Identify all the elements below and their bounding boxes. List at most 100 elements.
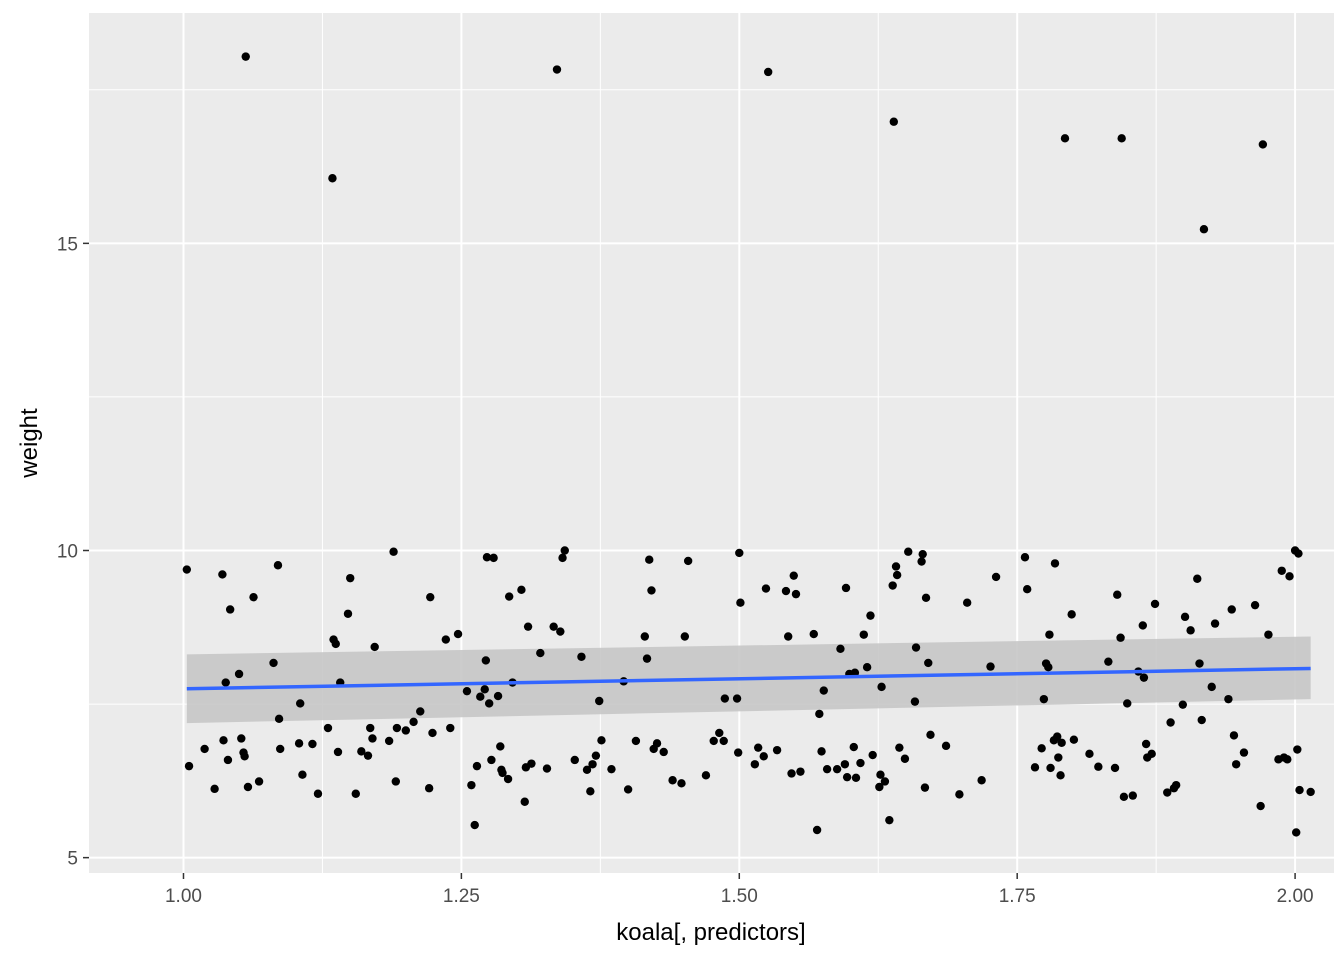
data-point (640, 632, 650, 641)
data-point (895, 743, 904, 752)
data-point (822, 764, 832, 774)
data-point (225, 605, 235, 614)
data-point (733, 748, 743, 757)
data-point (487, 755, 496, 765)
data-point (1231, 760, 1241, 769)
data-point (275, 744, 285, 754)
data-point (384, 736, 394, 746)
data-point (556, 627, 565, 636)
data-point (877, 682, 886, 692)
data-point (941, 741, 951, 751)
data-point (652, 739, 662, 748)
data-point (391, 777, 401, 786)
data-point (273, 561, 283, 570)
data-point (308, 739, 317, 749)
y-tick-label: 10 (57, 542, 78, 563)
data-point (1046, 763, 1055, 773)
plot-panel (89, 13, 1334, 873)
data-point (1104, 657, 1113, 666)
data-point (549, 622, 558, 631)
data-point (1224, 694, 1233, 704)
data-point (781, 586, 791, 596)
data-point (677, 779, 686, 788)
data-point (424, 784, 434, 793)
data-point (924, 658, 933, 668)
data-point (496, 742, 505, 751)
data-point (819, 686, 828, 695)
data-point (962, 598, 972, 607)
y-tick-label: 5 (67, 849, 78, 870)
data-point (866, 611, 875, 620)
data-point (210, 784, 219, 794)
data-point (1113, 590, 1122, 599)
data-point (849, 742, 858, 752)
data-point (504, 592, 514, 601)
data-point (523, 622, 533, 631)
x-tick-label: 1.25 (443, 886, 480, 907)
data-point (1294, 549, 1303, 558)
data-point (182, 565, 192, 574)
x-tick-label: 1.75 (999, 886, 1036, 907)
data-point (888, 581, 897, 590)
data-point (1229, 731, 1239, 740)
data-point (221, 678, 230, 687)
data-point (720, 694, 730, 703)
data-point (1193, 574, 1202, 583)
data-point (241, 52, 250, 61)
data-point (719, 736, 728, 746)
data-point (527, 759, 536, 768)
data-point (470, 820, 479, 830)
data-point (409, 717, 418, 727)
data-point (331, 639, 340, 649)
data-point (1178, 700, 1188, 709)
data-point (389, 547, 398, 556)
data-point (481, 656, 491, 665)
data-point (351, 789, 360, 798)
data-point (363, 751, 373, 760)
data-point (472, 761, 482, 771)
data-point (735, 548, 744, 558)
data-point (623, 785, 633, 794)
data-point (1039, 694, 1049, 704)
data-point (809, 629, 818, 639)
data-point (323, 723, 333, 733)
data-point (200, 744, 209, 754)
data-point (1030, 763, 1040, 772)
data-point (891, 562, 901, 571)
data-point (1022, 585, 1032, 594)
data-point (1171, 780, 1181, 790)
data-point (1150, 599, 1160, 609)
data-point (498, 768, 507, 778)
data-point (856, 758, 865, 768)
data-point (1258, 140, 1268, 149)
data-point (892, 570, 902, 580)
data-point (921, 593, 931, 602)
data-point (1139, 673, 1149, 682)
data-point (1199, 225, 1209, 234)
data-point (343, 609, 353, 618)
data-point (328, 174, 337, 183)
x-tick-label: 1.00 (165, 886, 202, 907)
data-point (955, 790, 964, 799)
data-point (1044, 663, 1053, 672)
data-point (416, 707, 425, 716)
data-point (791, 589, 801, 599)
data-point (462, 686, 472, 696)
data-point (761, 584, 771, 593)
data-point (850, 668, 860, 677)
data-point (517, 585, 526, 595)
data-point (977, 776, 986, 785)
data-point (357, 747, 366, 756)
data-point (701, 771, 711, 780)
data-point (249, 592, 258, 602)
data-point (1147, 749, 1156, 759)
data-point (787, 769, 796, 778)
data-point (680, 632, 690, 641)
data-point (607, 764, 616, 774)
data-point (234, 669, 244, 679)
minor-gridlines (89, 13, 1334, 873)
data-point (851, 773, 861, 782)
data-point (570, 755, 579, 765)
data-point (493, 691, 503, 701)
